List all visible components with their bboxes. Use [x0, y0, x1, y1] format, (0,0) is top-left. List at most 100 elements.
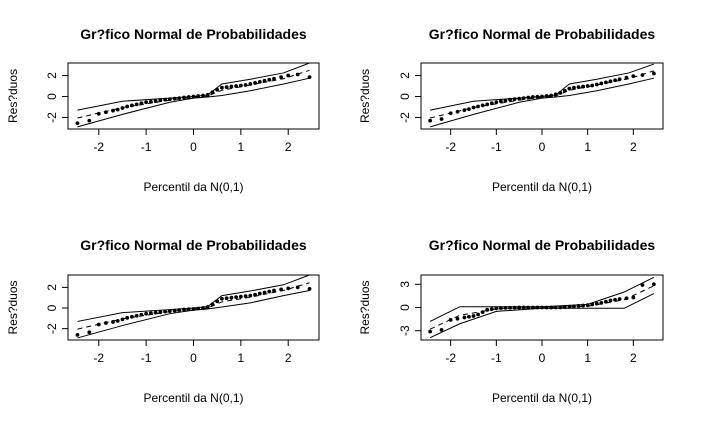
- envelope-lower-line: [77, 289, 310, 339]
- residual-point: [87, 118, 92, 123]
- residual-point: [590, 302, 595, 307]
- residual-point: [186, 307, 191, 312]
- residual-point: [455, 316, 460, 321]
- residual-point: [590, 83, 595, 88]
- residual-point: [476, 312, 480, 317]
- residual-point: [585, 303, 590, 308]
- residual-point: [267, 77, 272, 82]
- residual-point: [272, 288, 276, 293]
- residual-point: [549, 93, 554, 98]
- residual-point: [286, 286, 291, 291]
- residual-point: [248, 82, 253, 86]
- residual-point: [594, 82, 599, 87]
- residual-point: [158, 310, 163, 315]
- residual-point: [467, 107, 471, 111]
- residual-point: [134, 313, 139, 318]
- qq-plot-panel: Gr?fico Normal de Probabilidades -2 -1 0 1 2 -…: [358, 237, 664, 405]
- y-tick-label: 0: [398, 304, 412, 311]
- residual-point: [617, 297, 622, 301]
- x-tick-label: 0: [190, 140, 197, 154]
- residual-point: [238, 294, 243, 299]
- x-tick-label: 0: [190, 351, 197, 365]
- residual-point: [599, 300, 604, 305]
- y-tick-label: 3: [398, 281, 412, 288]
- residual-point: [631, 74, 636, 78]
- residual-point: [530, 305, 535, 310]
- residual-point: [125, 315, 130, 320]
- residual-point: [139, 101, 144, 106]
- residual-point: [503, 98, 508, 103]
- residual-point: [585, 84, 590, 88]
- y-tick-label: 2: [45, 284, 59, 291]
- residual-point: [253, 292, 257, 297]
- residual-point: [613, 297, 617, 302]
- residual-point: [224, 85, 229, 89]
- residual-point: [182, 95, 186, 100]
- residual-point: [503, 305, 508, 310]
- residual-point: [234, 295, 239, 300]
- residual-point: [224, 296, 229, 301]
- residual-point: [608, 298, 613, 303]
- residual-point: [177, 308, 182, 312]
- residual-point: [517, 96, 522, 101]
- y-tick-label: 2: [398, 72, 412, 79]
- residual-point: [617, 77, 622, 82]
- residual-point: [499, 306, 503, 311]
- residual-point: [581, 84, 585, 89]
- residual-point: [508, 97, 512, 102]
- residual-point: [428, 118, 433, 123]
- x-tick-label: -1: [141, 140, 152, 154]
- residual-point: [210, 302, 215, 307]
- residual-point: [229, 84, 234, 89]
- residual-point: [521, 96, 526, 100]
- residual-point: [144, 100, 149, 105]
- residual-point: [201, 306, 205, 310]
- residual-point: [220, 296, 224, 301]
- residual-point: [439, 328, 444, 332]
- residual-point: [210, 90, 215, 95]
- residual-point: [182, 307, 186, 312]
- residual-point: [448, 317, 453, 322]
- y-tick-label: -2: [398, 112, 412, 123]
- residual-point: [624, 75, 629, 80]
- residual-point: [220, 85, 224, 90]
- residual-point: [499, 99, 503, 104]
- x-tick-label: -1: [491, 140, 502, 154]
- residual-point: [111, 320, 115, 324]
- residual-point: [253, 81, 257, 85]
- residual-point: [540, 305, 544, 310]
- residual-point: [75, 121, 80, 126]
- x-axis-label: Percentil da N(0,1): [143, 391, 243, 405]
- residual-point: [553, 305, 558, 310]
- residual-point: [111, 108, 115, 113]
- y-tick-label: 0: [398, 93, 412, 100]
- residual-point: [640, 73, 645, 77]
- envelope-upper-line: [77, 274, 310, 322]
- residual-point: [115, 319, 120, 323]
- residual-point: [576, 85, 581, 89]
- residual-point: [215, 299, 220, 304]
- x-tick-label: -2: [93, 351, 104, 365]
- residual-point: [599, 81, 604, 86]
- residual-point: [295, 285, 300, 290]
- y-tick-label: -2: [45, 323, 59, 334]
- x-tick-label: 0: [539, 351, 546, 365]
- residual-point: [115, 107, 120, 112]
- residual-point: [286, 73, 291, 78]
- residual-point: [196, 94, 201, 98]
- qq-plot-panel: Gr?fico Normal de Probabilidades -2 -1 0 1 2 -…: [6, 26, 320, 194]
- qq-plot-panel: Gr?fico Normal de Probabilidades -2 -1 0 1 2 -…: [358, 26, 664, 194]
- residual-point: [494, 100, 499, 105]
- chart-title: Gr?fico Normal de Probabilidades: [429, 26, 656, 42]
- residual-point: [572, 304, 576, 309]
- residual-point: [205, 305, 210, 309]
- residual-point: [517, 305, 522, 310]
- envelope-upper-line: [430, 63, 655, 111]
- residual-point: [167, 97, 172, 102]
- residual-point: [196, 306, 201, 311]
- residual-point: [144, 311, 149, 316]
- residual-point: [257, 79, 262, 84]
- residual-point: [96, 322, 101, 327]
- residual-point: [624, 296, 629, 301]
